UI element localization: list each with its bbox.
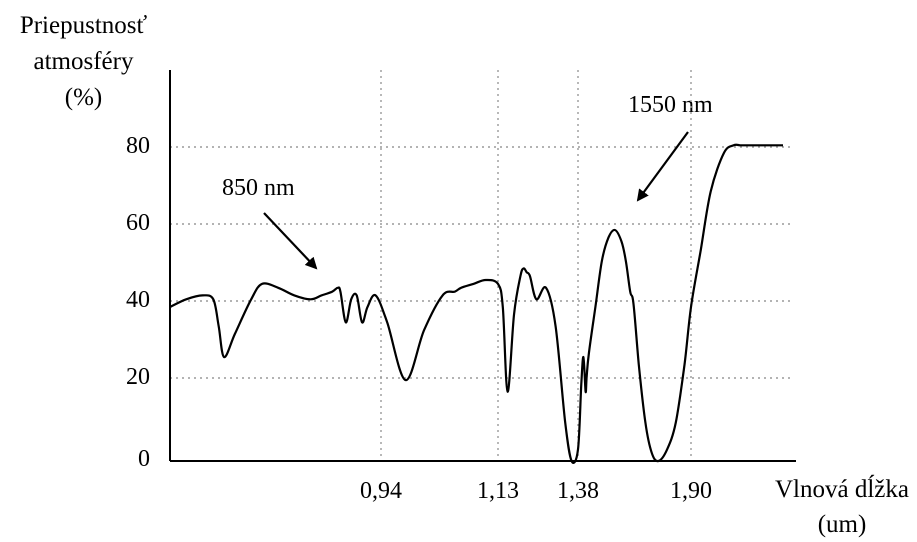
y-axis-title: Priepustnosť atmosféry (%) [6,8,161,116]
arrow-1550nm [636,131,689,202]
y-axis-title-line-3: (%) [64,84,103,111]
transmission-curve [169,143,783,465]
y-axis-title-line-2: atmosféry [33,48,134,75]
x-tick-label: 0,94 [360,478,402,504]
annotation-1550nm: 1550 nm [628,92,713,118]
x-tick-label: 1,38 [557,478,599,504]
y-tick-label: 80 [126,133,150,159]
y-tick-label: 20 [126,364,150,390]
y-tick-label: 40 [126,287,150,313]
x-tick-label: 1,90 [670,478,712,504]
y-tick-label: 0 [138,446,150,472]
y-tick-label: 60 [126,210,150,236]
x-tick-label: 1,13 [477,478,519,504]
x-axis-title-line-1: Vlnová dĺžka [775,476,909,503]
y-axis-title-line-1: Priepustnosť [19,12,148,39]
annotation-850nm: 850 nm [222,175,295,201]
arrow-850nm [263,212,318,270]
